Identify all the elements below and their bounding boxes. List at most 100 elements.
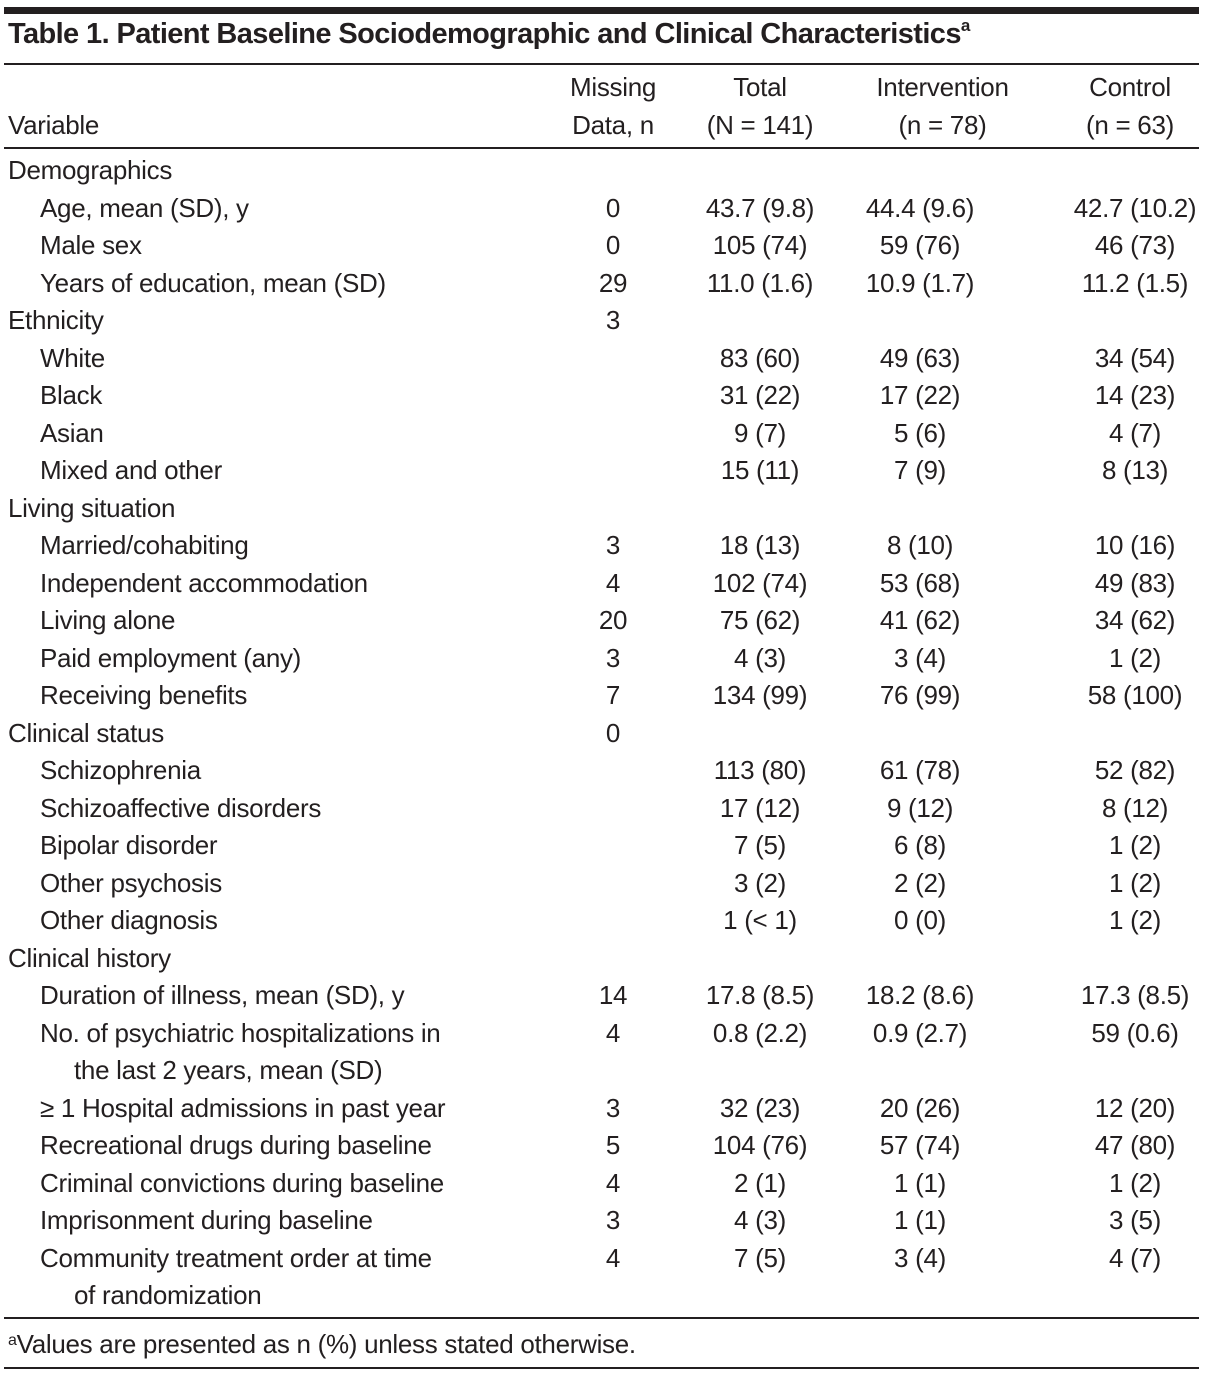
footnote-text: Values are presented as n (%) unless sta… bbox=[16, 1329, 637, 1359]
cell-control: 46 (73) bbox=[1094, 230, 1176, 260]
cell-total: 17 (12) bbox=[719, 792, 801, 823]
cell-intervention: 1 (1) bbox=[894, 1167, 946, 1198]
cell-missing: 4 bbox=[605, 1017, 621, 1048]
table-row: Years of education, mean (SD) 29 11.0 (1.6… bbox=[0, 265, 1205, 303]
cell-missing: 3 bbox=[605, 530, 621, 560]
cell-missing: 29 bbox=[598, 267, 628, 298]
cell-total: 17.8 (8.5) bbox=[705, 980, 815, 1010]
cell-control: 52 (82) bbox=[1094, 755, 1176, 785]
table-row: Community treatment order at time of rand… bbox=[0, 1240, 1205, 1315]
table-row: No. of psychiatric hospitalizations in th… bbox=[0, 1015, 1205, 1090]
table-title: Table 1. Patient Baseline Sociodemograph… bbox=[8, 16, 970, 51]
cell-missing: 0 bbox=[605, 230, 621, 260]
cell-total: 43.7 (9.8) bbox=[705, 192, 815, 223]
cell-intervention: 76 (99) bbox=[879, 680, 961, 710]
cell-intervention: 0.9 (2.7) bbox=[872, 1017, 968, 1048]
row-label: Demographics bbox=[8, 155, 173, 185]
header-control-line1: Control bbox=[1089, 72, 1171, 102]
cell-intervention: 0 (0) bbox=[894, 905, 946, 935]
header-missing-line1: Missing bbox=[569, 72, 657, 102]
cell-control: 1 (2) bbox=[1109, 905, 1161, 935]
section-row: Living situation bbox=[0, 490, 1205, 528]
cell-intervention: 53 (68) bbox=[879, 567, 961, 598]
table-row: Schizophrenia 113 (80) 61 (78) 52 (82) bbox=[0, 752, 1205, 790]
row-label-continued: of randomization bbox=[74, 1280, 262, 1310]
cell-total: 75 (62) bbox=[719, 605, 801, 635]
cell-total: 7 (5) bbox=[734, 1242, 786, 1273]
header-control-line2: (n = 63) bbox=[1086, 110, 1174, 140]
cell-total: 7 (5) bbox=[734, 830, 786, 860]
cell-control: 4 (7) bbox=[1109, 1242, 1161, 1273]
footnote-mark: a bbox=[960, 16, 970, 35]
table-row: White 83 (60) 49 (63) 34 (54) bbox=[0, 340, 1205, 378]
table-row: Schizoaffective disorders 17 (12) 9 (12) 8 … bbox=[0, 790, 1205, 828]
cell-control: 47 (80) bbox=[1094, 1130, 1176, 1160]
cell-missing: 20 bbox=[598, 605, 628, 635]
table-row: Bipolar disorder 7 (5) 6 (8) 1 (2) bbox=[0, 827, 1205, 865]
header-total-line2: (N = 141) bbox=[706, 110, 814, 140]
row-label: Clinical history bbox=[8, 942, 171, 973]
row-label: Clinical status bbox=[8, 717, 164, 748]
cell-total: 105 (74) bbox=[712, 230, 808, 260]
cell-control: 1 (2) bbox=[1109, 642, 1161, 673]
row-label: Schizophrenia bbox=[40, 755, 201, 785]
cell-total: 18 (13) bbox=[719, 530, 801, 560]
bottom-rule bbox=[4, 1317, 1199, 1319]
cell-total: 104 (76) bbox=[712, 1130, 808, 1160]
cell-total: 1 (< 1) bbox=[723, 905, 797, 935]
header-missing-line2: Data, n bbox=[572, 110, 654, 140]
row-label: Recreational drugs during baseline bbox=[40, 1130, 432, 1160]
table-row: Asian 9 (7) 5 (6) 4 (7) bbox=[0, 415, 1205, 453]
cell-missing: 3 bbox=[605, 1092, 621, 1123]
row-label: Receiving benefits bbox=[40, 680, 248, 710]
footnote: aValues are presented as n (%) unless st… bbox=[8, 1326, 636, 1362]
header-rule bbox=[4, 147, 1199, 149]
row-label: White bbox=[40, 342, 105, 373]
row-label: Other psychosis bbox=[40, 867, 222, 898]
table-row: Living alone 20 75 (62) 41 (62) 34 (62) bbox=[0, 602, 1205, 640]
title-rule bbox=[4, 63, 1199, 65]
cell-total: 0.8 (2.2) bbox=[712, 1017, 808, 1048]
table-title-text: Table 1. Patient Baseline Sociodemograph… bbox=[8, 18, 961, 50]
cell-control: 1 (2) bbox=[1109, 830, 1161, 860]
table-body: Demographics Age, mean (SD), y 0 43.7 (9.8)… bbox=[0, 152, 1205, 1315]
row-label: Duration of illness, mean (SD), y bbox=[40, 980, 405, 1010]
header-intervention-line2: (n = 78) bbox=[898, 110, 987, 140]
row-label: Married/cohabiting bbox=[40, 530, 249, 560]
cell-total: 15 (11) bbox=[720, 455, 800, 485]
row-label: Schizoaffective disorders bbox=[40, 792, 322, 823]
cell-missing: 0 bbox=[605, 717, 621, 748]
cell-control: 3 (5) bbox=[1109, 1205, 1161, 1235]
header-variable: Variable bbox=[8, 110, 100, 140]
cell-total: 113 (80) bbox=[713, 755, 807, 785]
row-label: No. of psychiatric hospitalizations in bbox=[40, 1017, 441, 1048]
cell-missing: 4 bbox=[605, 567, 621, 598]
row-label: Age, mean (SD), y bbox=[40, 192, 249, 223]
table-row: Imprisonment during baseline 3 4 (3) 1 (1) 3… bbox=[0, 1202, 1205, 1240]
cell-control: 1 (2) bbox=[1109, 1167, 1161, 1198]
row-label: Mixed and other bbox=[40, 455, 222, 485]
row-label: Bipolar disorder bbox=[40, 830, 218, 860]
top-thick-rule bbox=[4, 7, 1199, 14]
cell-missing: 4 bbox=[605, 1242, 621, 1273]
cell-control: 10 (16) bbox=[1094, 530, 1176, 560]
cell-intervention: 59 (76) bbox=[879, 230, 961, 260]
header-missing: Missing Data, n bbox=[553, 68, 673, 144]
table-row: Age, mean (SD), y 0 43.7 (9.8) 44.4 (9.6) 42… bbox=[0, 190, 1205, 228]
cell-control: 8 (12) bbox=[1101, 792, 1169, 823]
row-label: Living alone bbox=[40, 605, 176, 635]
table-row: Mixed and other 15 (11) 7 (9) 8 (13) bbox=[0, 452, 1205, 490]
cell-intervention: 1 (1) bbox=[894, 1205, 946, 1235]
cell-intervention: 17 (22) bbox=[879, 380, 961, 410]
header-control: Control (n = 63) bbox=[1060, 68, 1200, 144]
cell-intervention: 44.4 (9.6) bbox=[865, 192, 975, 223]
cell-total: 102 (74) bbox=[712, 567, 808, 598]
cell-control: 34 (54) bbox=[1094, 342, 1176, 373]
cell-control: 8 (13) bbox=[1101, 455, 1169, 485]
cell-intervention: 9 (12) bbox=[886, 792, 954, 823]
cell-total: 4 (3) bbox=[734, 1205, 786, 1235]
cell-control: 49 (83) bbox=[1094, 567, 1176, 598]
cell-missing: 5 bbox=[605, 1130, 621, 1160]
cell-total: 32 (23) bbox=[719, 1092, 801, 1123]
table-row: Black 31 (22) 17 (22) 14 (23) bbox=[0, 377, 1205, 415]
